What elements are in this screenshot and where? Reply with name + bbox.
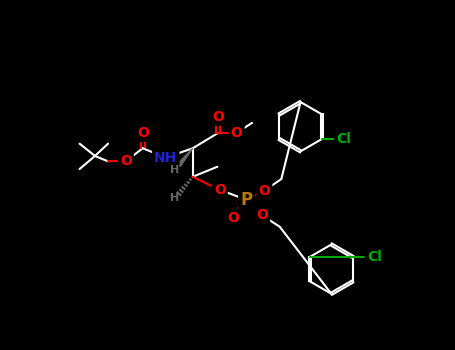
Polygon shape	[177, 148, 193, 166]
Text: O: O	[212, 110, 224, 124]
Text: H: H	[170, 193, 179, 203]
Text: O: O	[258, 184, 270, 198]
Text: P: P	[241, 191, 253, 209]
Text: NH: NH	[154, 150, 177, 164]
Text: O: O	[256, 208, 268, 222]
Text: O: O	[231, 126, 243, 140]
Text: H: H	[170, 165, 179, 175]
Text: Cl: Cl	[336, 132, 351, 146]
Text: O: O	[120, 154, 131, 168]
Text: O: O	[137, 126, 149, 140]
Text: O: O	[214, 183, 226, 197]
Text: Cl: Cl	[367, 250, 382, 264]
Text: O: O	[228, 211, 239, 225]
